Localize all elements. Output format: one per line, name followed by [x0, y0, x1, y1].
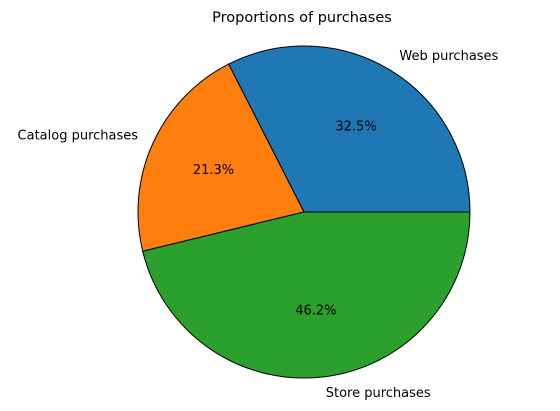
pie-slice-web-purchases — [228, 45, 471, 213]
slice-percent-web-purchases: 32.5% — [335, 120, 376, 135]
slice-label-store-purchases: Store purchases — [326, 386, 431, 401]
pie-slice-store-purchases — [142, 211, 471, 379]
pie-slices — [137, 45, 471, 379]
slice-percent-store-purchases: 46.2% — [295, 303, 336, 318]
pie-slice-catalog-purchases — [137, 63, 305, 252]
slice-label-catalog-purchases: Catalog purchases — [18, 128, 139, 143]
slice-percent-catalog-purchases: 21.3% — [193, 163, 234, 178]
slice-label-web-purchases: Web purchases — [399, 49, 498, 64]
pie-labels: Web purchases 32.5% Catalog purchases 21.3%… — [18, 49, 499, 401]
chart-title: Proportions of purchases — [212, 10, 392, 26]
